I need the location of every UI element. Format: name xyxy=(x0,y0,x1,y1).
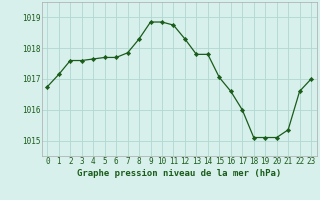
X-axis label: Graphe pression niveau de la mer (hPa): Graphe pression niveau de la mer (hPa) xyxy=(77,169,281,178)
